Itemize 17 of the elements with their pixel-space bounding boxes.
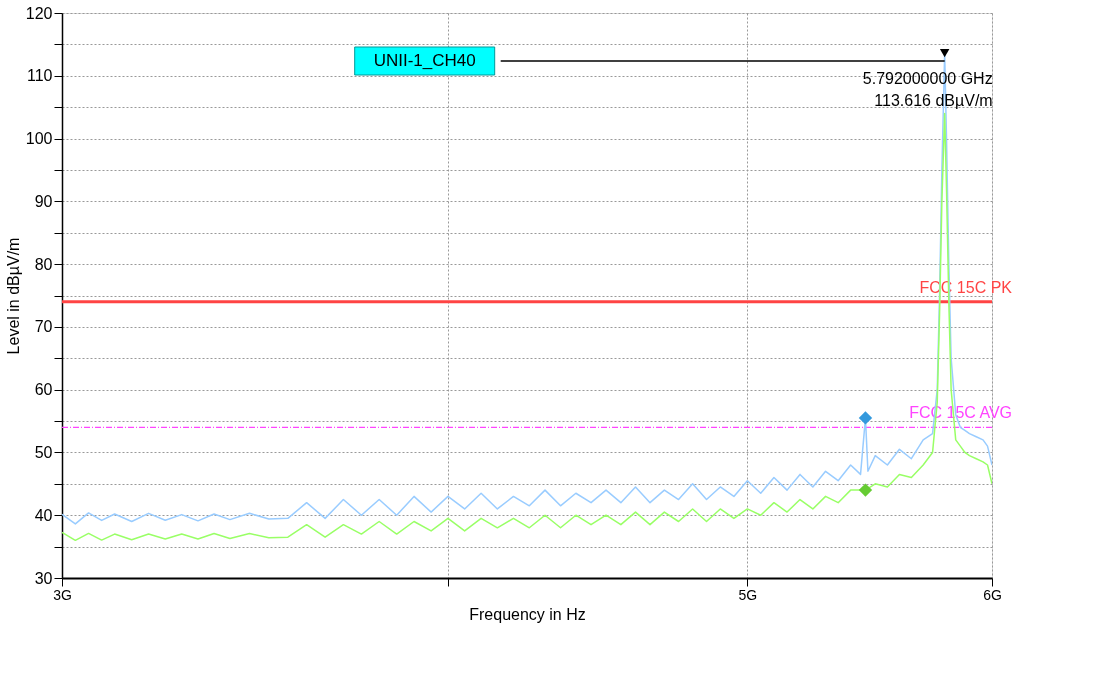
x-tick-label: 5G [738,586,758,603]
y-tick-label: 30 [34,569,53,587]
y-tick-label: 110 [26,67,53,85]
y-tick-label: 40 [34,506,53,524]
annotation: 5.792000000 GHz 113.616 dBµV/m [862,70,993,110]
x-tick-label: 3G [53,586,72,603]
x-tick-label: 6G [983,586,1002,603]
y-tick-label: 100 [25,130,53,148]
y-tick-label: 90 [34,192,53,210]
y-tick-label: 120 [25,4,53,22]
y-tick-label: 60 [34,381,53,399]
annotation: UNII-1_CH40 [373,51,476,70]
y-tick-label: 50 [34,443,53,461]
x-axis-title: Frequency in Hz [469,605,586,623]
y-tick-label: 70 [34,318,53,336]
y-axis-title: Level in dBµV/m [4,237,22,355]
y-tick-label: 80 [34,255,53,273]
